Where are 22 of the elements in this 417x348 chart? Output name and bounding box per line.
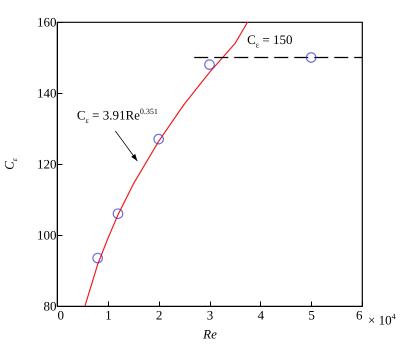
x-tick-label: 0 (58, 308, 64, 322)
x-tick-label: 1 (105, 308, 112, 322)
x-tick-label: 6 (356, 308, 363, 322)
x-tick-label: 5 (308, 308, 315, 322)
point (204, 59, 215, 70)
point (112, 208, 124, 220)
y-tick-label: 120 (37, 156, 56, 172)
text: × 10$^{4}$ (368, 311, 396, 328)
x-tick-label: 2 (156, 308, 162, 322)
y-tick-label: 140 (37, 86, 56, 100)
annotation: C$_{ε}$ = 3.91Re$^{0.351}$ (76, 106, 158, 127)
y-tick-label: 100 (37, 228, 56, 242)
point (153, 134, 164, 144)
x-tick-label: 3 (206, 308, 214, 322)
annotation: C$_{ε}$ = 150 (247, 32, 292, 52)
point (306, 52, 317, 63)
point (92, 252, 104, 264)
y-tick-label: 80 (44, 298, 56, 314)
x-axis-title: Re (202, 326, 218, 342)
line-series (84, 21, 248, 307)
y-tick-label: 160 (37, 14, 56, 30)
x-tick-label: 4 (258, 308, 265, 322)
